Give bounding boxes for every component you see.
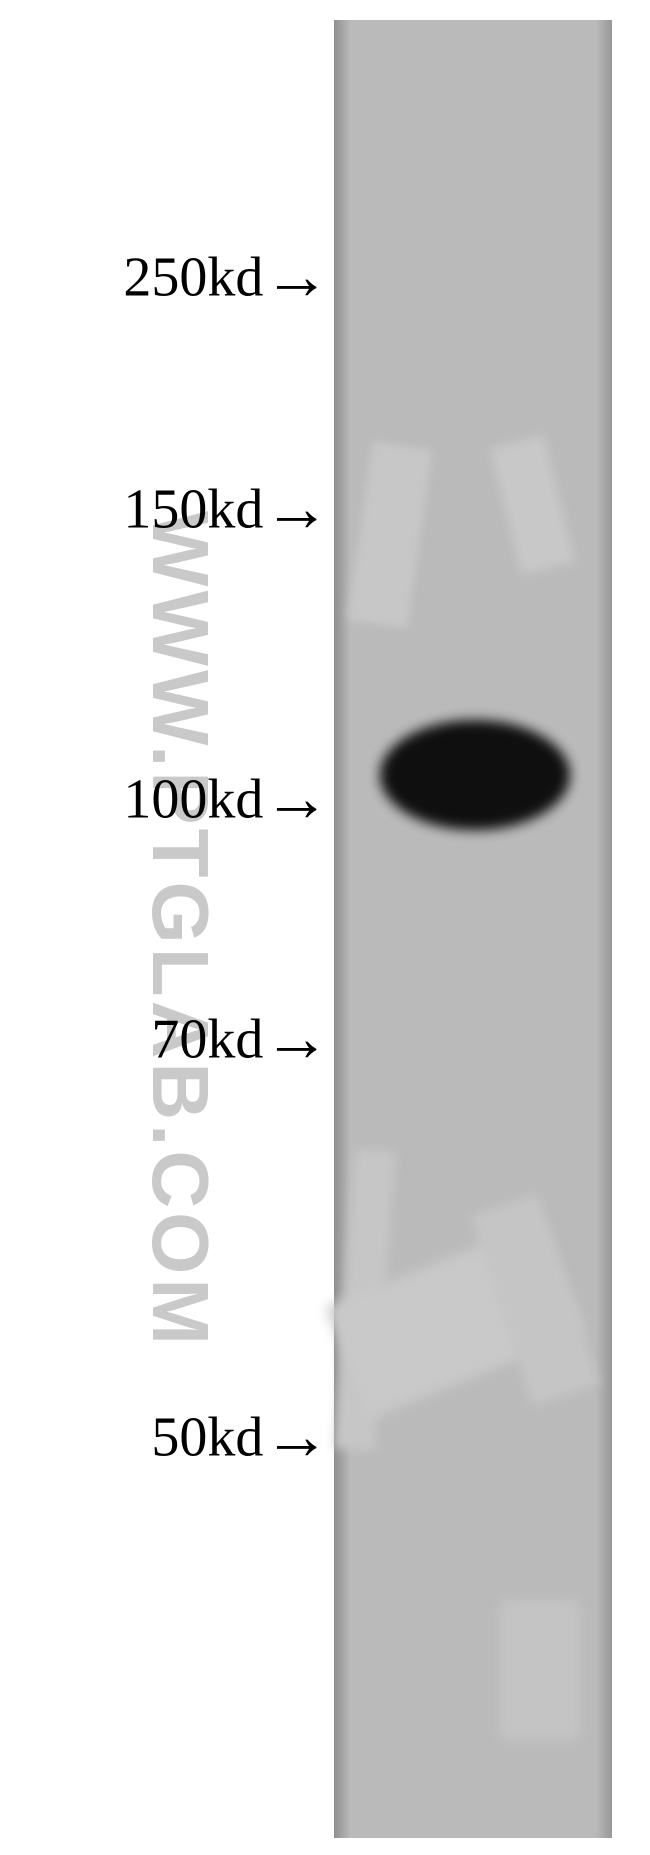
lane-artifact	[500, 1600, 580, 1740]
mw-labels-region: 250kd → 150kd → 100kd → 70kd → 50kd →	[0, 0, 330, 1855]
arrow-right-icon: →	[263, 477, 330, 544]
blot-band	[380, 720, 570, 830]
mw-label-text: 150kd	[123, 478, 263, 542]
blot-canvas: WWW.PTGLAB.COM 250kd → 150kd → 100kd → 7…	[0, 0, 650, 1855]
mw-marker-100kd: 100kd →	[123, 767, 330, 834]
mw-label-text: 50kd	[151, 1406, 263, 1470]
mw-marker-70kd: 70kd →	[151, 1007, 330, 1074]
mw-marker-250kd: 250kd →	[123, 245, 330, 312]
arrow-right-icon: →	[263, 1007, 330, 1074]
blot-lane	[334, 20, 612, 1838]
mw-label-text: 250kd	[123, 246, 263, 310]
arrow-right-icon: →	[263, 245, 330, 312]
mw-label-text: 100kd	[123, 768, 263, 832]
arrow-right-icon: →	[263, 767, 330, 834]
mw-marker-50kd: 50kd →	[151, 1405, 330, 1472]
mw-label-text: 70kd	[151, 1008, 263, 1072]
mw-marker-150kd: 150kd →	[123, 477, 330, 544]
arrow-right-icon: →	[263, 1405, 330, 1472]
